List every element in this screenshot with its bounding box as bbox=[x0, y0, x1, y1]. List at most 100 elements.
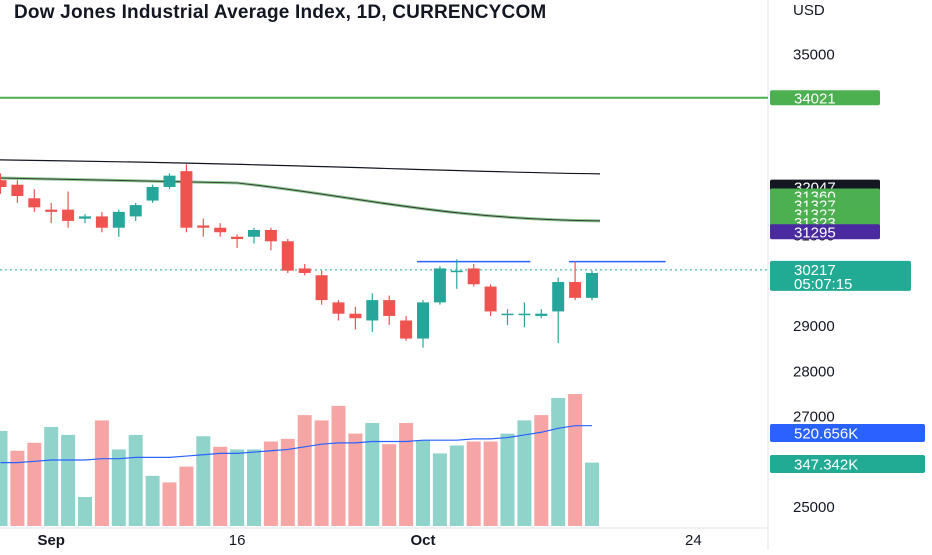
volume-bar bbox=[0, 430, 8, 526]
volume-ma-line bbox=[0, 425, 592, 464]
volume-badge-label: 347.342K bbox=[794, 457, 858, 474]
volume-bar bbox=[568, 394, 583, 526]
candle-body bbox=[586, 272, 598, 298]
last-price-label: 30217 bbox=[794, 262, 836, 279]
volume-bar bbox=[416, 440, 430, 526]
volume-bar bbox=[213, 446, 228, 526]
candle-body bbox=[281, 241, 294, 271]
y-tick-label: 28000 bbox=[793, 363, 835, 380]
candle-body bbox=[484, 286, 497, 312]
volume-bar bbox=[10, 450, 25, 526]
candle-body bbox=[0, 180, 7, 187]
volume-bar bbox=[247, 449, 261, 526]
candle-body bbox=[45, 209, 58, 212]
candle-body bbox=[95, 216, 108, 228]
price-badge-label: 34021 bbox=[794, 90, 836, 107]
candle-body bbox=[501, 313, 514, 316]
volume-bar bbox=[196, 436, 211, 526]
volume-bar bbox=[365, 423, 380, 526]
volume-bar bbox=[500, 433, 515, 526]
volume-bar bbox=[551, 397, 566, 526]
ma-mid-green-line bbox=[0, 176, 601, 223]
volume-bar bbox=[585, 462, 599, 526]
candle-body bbox=[298, 268, 311, 273]
candle-series bbox=[0, 164, 598, 348]
volume-bar bbox=[162, 482, 177, 526]
ma-long-line bbox=[0, 159, 601, 175]
candle-body bbox=[535, 313, 548, 316]
candle-body bbox=[400, 320, 413, 339]
currency-label: USD bbox=[793, 2, 825, 19]
price-badge-label: 31295 bbox=[794, 224, 836, 241]
volume-bar bbox=[145, 475, 160, 526]
candle-body bbox=[62, 209, 75, 221]
ma-mid-line bbox=[0, 177, 601, 222]
volume-bar bbox=[534, 415, 549, 526]
candle-body bbox=[315, 275, 328, 301]
volume-bar bbox=[230, 449, 245, 526]
last-price-badge bbox=[770, 260, 911, 291]
x-tick-label: Sep bbox=[37, 532, 65, 549]
volume-bar bbox=[111, 449, 126, 526]
candle-body bbox=[433, 268, 446, 303]
volume-bar bbox=[280, 438, 295, 526]
volume-bar bbox=[61, 434, 76, 526]
candle-body bbox=[129, 205, 142, 217]
candle-body bbox=[197, 225, 210, 228]
candle-body bbox=[366, 300, 379, 321]
volume-bar bbox=[382, 444, 397, 526]
x-tick-label: 24 bbox=[685, 532, 702, 549]
volume-bar bbox=[94, 420, 109, 526]
volume-bar bbox=[314, 420, 329, 526]
volume-badge bbox=[770, 424, 925, 442]
volume-bar bbox=[483, 441, 498, 526]
x-tick-label: Oct bbox=[410, 532, 435, 549]
candle-body bbox=[332, 302, 345, 314]
candle-body bbox=[450, 270, 463, 273]
volume-bar bbox=[78, 496, 92, 526]
volume-bar bbox=[263, 441, 278, 526]
candle-body bbox=[248, 229, 260, 237]
volume-bar bbox=[348, 433, 363, 526]
candle-body bbox=[552, 282, 565, 312]
candle-body bbox=[467, 268, 480, 285]
candle-body bbox=[11, 184, 24, 197]
candle-body bbox=[146, 186, 159, 201]
candle-body bbox=[569, 282, 582, 298]
y-tick-label: 27000 bbox=[793, 409, 835, 426]
volume-bar bbox=[27, 442, 42, 526]
volume-bar bbox=[128, 434, 143, 526]
volume-bar bbox=[297, 415, 312, 526]
candle-body bbox=[163, 175, 176, 187]
candle-body bbox=[180, 171, 193, 228]
x-tick-label: 16 bbox=[229, 532, 246, 549]
volume-bar bbox=[466, 441, 481, 526]
volume-bar bbox=[449, 445, 464, 526]
y-tick-label: 35000 bbox=[793, 47, 835, 64]
chart-title: Dow Jones Industrial Average Index, 1D, … bbox=[14, 2, 547, 23]
volume-bar bbox=[399, 423, 414, 526]
candle-body bbox=[349, 313, 362, 319]
candle-body bbox=[112, 211, 125, 228]
volume-bar bbox=[179, 466, 194, 526]
volume-bar bbox=[517, 420, 532, 526]
candle-body bbox=[383, 300, 396, 316]
candle-body bbox=[79, 216, 91, 219]
candle-body bbox=[214, 227, 227, 233]
volume-badge bbox=[770, 455, 925, 473]
volume-badge-label: 520.656K bbox=[794, 426, 858, 443]
candle-body bbox=[518, 313, 531, 316]
countdown-label: 05:07:15 bbox=[794, 276, 852, 293]
volume-bar bbox=[44, 427, 59, 526]
candle-body bbox=[231, 236, 244, 240]
candle-body bbox=[28, 198, 41, 208]
volume-bar bbox=[432, 453, 447, 526]
candle-body bbox=[264, 229, 277, 242]
y-tick-label: 25000 bbox=[793, 499, 835, 516]
price-badge bbox=[770, 90, 880, 106]
volume-bar bbox=[331, 405, 346, 526]
volume-series bbox=[0, 394, 599, 526]
candle-body bbox=[417, 302, 429, 339]
